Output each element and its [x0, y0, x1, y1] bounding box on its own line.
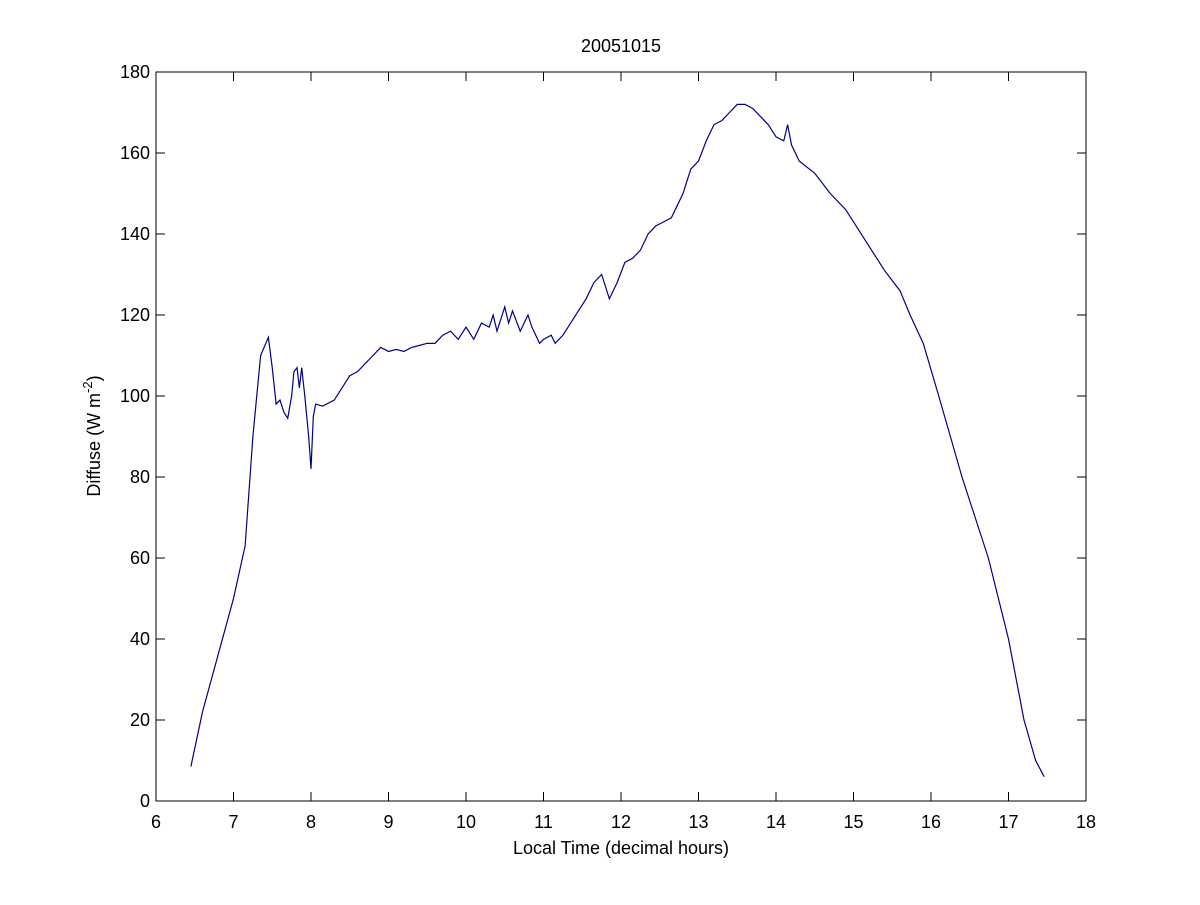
x-tick-label: 6 [151, 812, 161, 832]
y-label-end: ) [84, 375, 104, 381]
y-tick-label: 0 [140, 791, 150, 811]
y-label-main: Diffuse (W m [84, 393, 104, 497]
y-tick-label: 40 [130, 629, 150, 649]
y-tick-label: 140 [120, 224, 150, 244]
x-tick-label: 16 [921, 812, 941, 832]
x-tick-label: 14 [766, 812, 786, 832]
x-tick-label: 18 [1076, 812, 1096, 832]
y-tick-label: 60 [130, 548, 150, 568]
chart-title: 20051015 [581, 36, 661, 56]
y-tick-label: 180 [120, 62, 150, 82]
x-tick-label: 12 [611, 812, 631, 832]
x-tick-label: 9 [383, 812, 393, 832]
y-tick-label: 120 [120, 305, 150, 325]
y-axis-label: Diffuse (W m-2) [80, 375, 104, 496]
x-axis-label: Local Time (decimal hours) [513, 838, 729, 858]
x-tick-label: 7 [228, 812, 238, 832]
x-tick-label: 13 [688, 812, 708, 832]
y-tick-label: 80 [130, 467, 150, 487]
y-tick-label: 100 [120, 386, 150, 406]
y-tick-label: 160 [120, 143, 150, 163]
x-tick-label: 10 [456, 812, 476, 832]
x-tick-label: 8 [306, 812, 316, 832]
data-line [190, 103, 1045, 777]
x-tick-label: 15 [843, 812, 863, 832]
x-tick-label: 17 [998, 812, 1018, 832]
x-tick-label: 11 [534, 812, 553, 832]
y-label-sup: -2 [80, 381, 95, 393]
y-tick-label: 20 [130, 710, 150, 730]
plot-box [155, 71, 1087, 802]
